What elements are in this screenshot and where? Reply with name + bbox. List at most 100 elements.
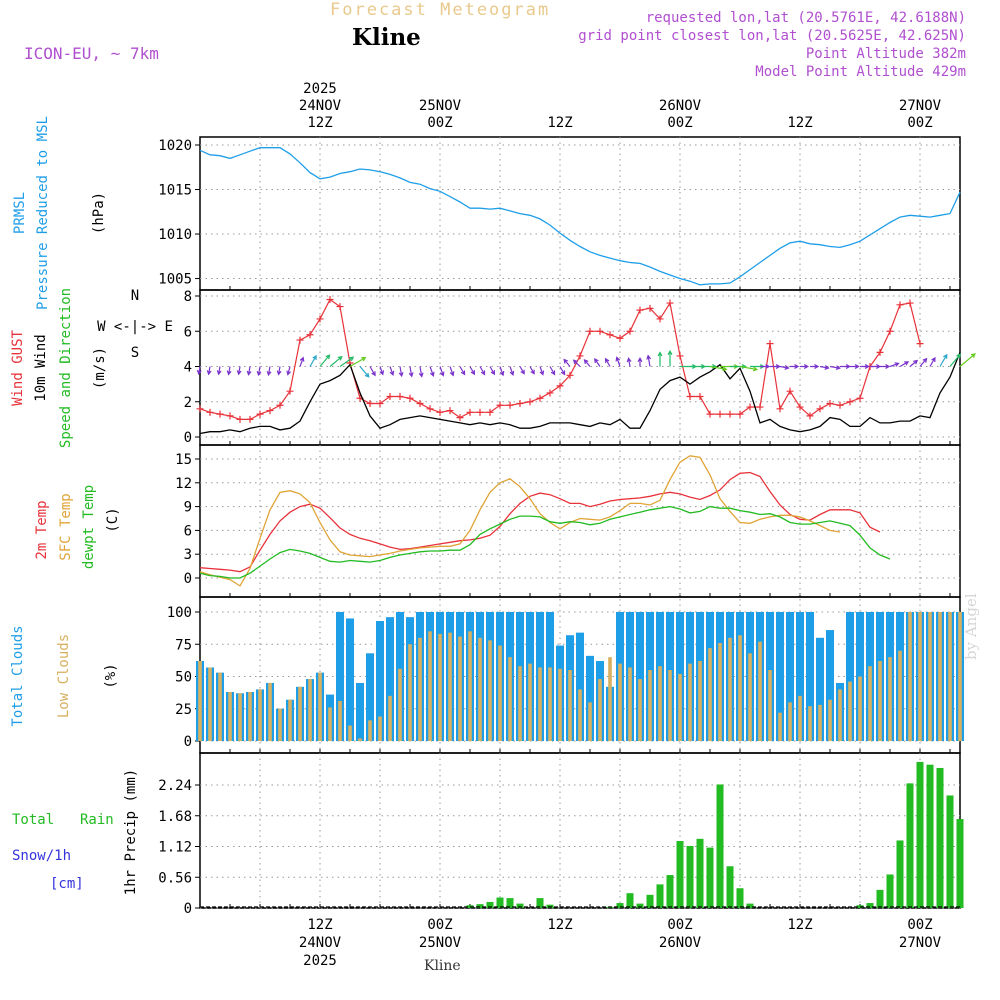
gust-marker [366,400,374,408]
total-cloud-bar [386,617,394,741]
low-cloud-bar [248,691,252,741]
wind-arrow [840,364,851,369]
bottom-time-label: 26NOV [659,935,702,951]
chart-title: Forecast Meteogram [330,0,551,20]
gust-marker [876,348,884,356]
wind-arrow [266,366,272,377]
label-ms: (m/s) [92,347,108,389]
gust-marker [696,392,704,400]
label-prmsl: PRMSL [12,192,28,234]
gust-marker [246,415,254,423]
label-total: Total [12,812,54,828]
gust-marker [196,405,204,413]
rain-bar [876,889,884,908]
low-cloud-bar [458,636,462,741]
label-low-clouds: Low Clouds [56,634,72,718]
gust-marker [376,400,384,408]
gust-marker [306,331,314,339]
wind-arrow [667,349,673,367]
low-cloud-bar [278,708,282,741]
gust-marker [756,403,764,411]
low-cloud-bar [898,650,902,741]
y-tick-label: 0 [184,430,192,446]
low-cloud-bar [798,695,802,741]
low-cloud-bar [558,668,562,741]
gust-marker [666,299,674,307]
gust-marker [276,401,284,409]
gust-marker [456,414,464,422]
rain-bar [746,903,754,908]
low-cloud-bar [668,670,672,741]
gust-marker [656,315,664,323]
gust-marker [386,392,394,400]
wind-arrow [398,366,404,378]
gust-marker [586,327,594,335]
low-cloud-bar [738,635,742,741]
gust-marker [766,340,774,348]
rain-bar [916,761,924,908]
rain-bar [866,903,874,908]
rain-bar [536,898,544,908]
gust-marker [716,410,724,418]
compass-west-east: W <-|-> E [97,319,173,335]
location-name: Kline [352,24,421,51]
rain-bar [486,901,494,908]
low-cloud-bar [378,716,382,741]
y-tick-label: 6 [184,324,192,340]
gust-marker [856,394,864,402]
gust-marker [536,394,544,402]
low-cloud-bar [648,670,652,741]
panel-frame-precip [199,752,961,909]
wind-arrow [519,366,525,375]
rain-bar [706,847,714,908]
low-cloud-bar [918,612,922,741]
temp-2m-line [199,471,881,573]
gust-marker [256,410,264,418]
wind-arrow [529,366,535,375]
wind-arrow [389,366,395,376]
gust-marker [816,405,824,413]
wind-arrow [479,366,486,376]
low-cloud-bar [658,666,662,741]
gust-marker [326,296,334,304]
label-total-clouds: Total Clouds [10,625,26,726]
top-time-label: 12Z [307,115,332,131]
panel-frame-temperature [199,444,961,598]
low-cloud-bar [588,702,592,741]
grid-group [200,137,960,909]
y-tick-label: 50 [175,670,192,686]
gust-marker [336,303,344,311]
wind-arrow [657,351,663,367]
wind-arrow [829,365,841,371]
gust-marker [636,306,644,314]
rain-bar [716,784,724,908]
label-10m-wind: 10m Wind [33,334,49,401]
bottom-time-label: 27NOV [899,935,942,951]
top-time-label: 25NOV [419,98,462,114]
gust-marker [226,412,234,420]
low-cloud-bar [778,712,782,741]
gust-marker [216,410,224,418]
rain-bar [506,898,514,908]
wind-arrow [790,364,800,369]
label-2m-temp: 2m Temp [34,500,50,559]
wind-arrow [559,366,566,376]
low-cloud-bar [818,704,822,741]
panel-frame-wind [199,289,961,446]
wind-arrow [626,357,632,367]
y-tick-label: 25 [175,702,192,718]
low-cloud-bar [298,686,302,741]
low-cloud-bar [268,682,272,741]
low-cloud-bar [788,702,792,741]
model-label: ICON-EU, ~ 7km [24,44,159,63]
gust-marker [606,331,614,339]
low-cloud-bar [908,612,912,741]
y-tick-label: 2 [184,395,192,411]
label-precip-unit: 1hr Precip (mm) [123,769,139,895]
y-tick-label: 4 [184,360,192,376]
low-cloud-bar [678,673,682,741]
gust-marker [486,408,494,416]
y-tick-label: 12 [175,476,192,492]
wind-arrow [850,364,860,369]
